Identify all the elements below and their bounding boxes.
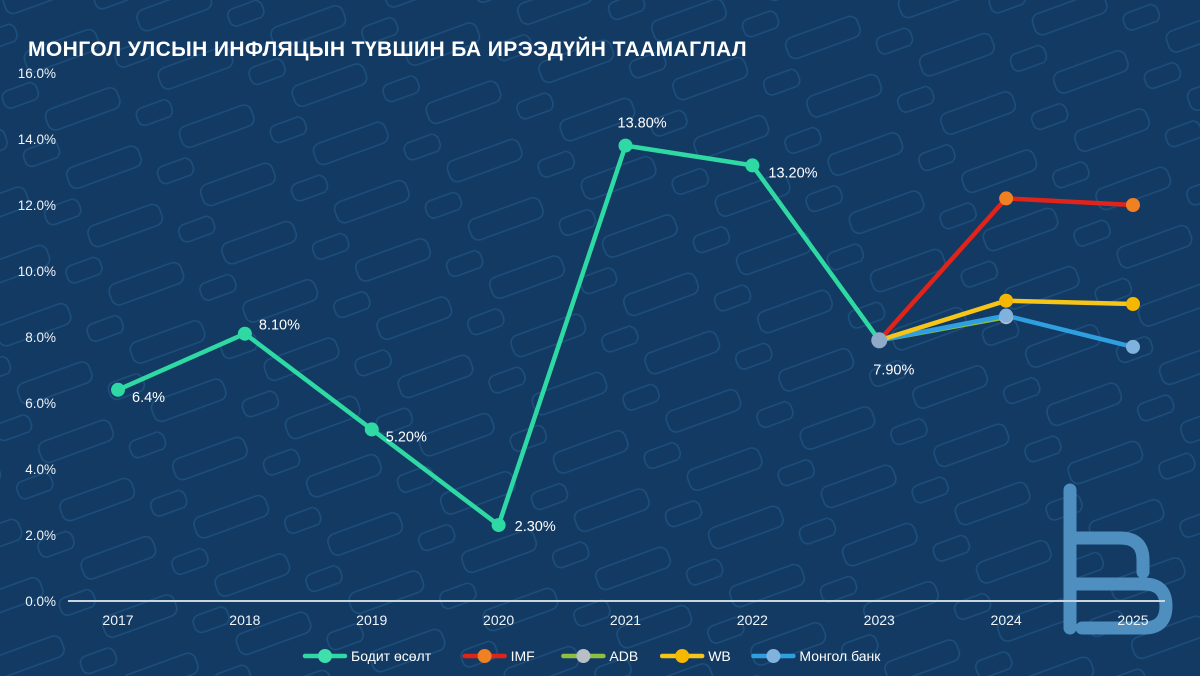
legend-dot-swatch [766, 649, 781, 663]
data-point-marker [999, 191, 1014, 206]
data-point-marker [999, 293, 1014, 308]
x-tick-label: 2025 [1117, 612, 1148, 628]
legend-item-label[interactable]: WB [708, 648, 731, 664]
legend-item-label[interactable]: IMF [511, 648, 535, 664]
data-point-label: 13.20% [768, 165, 817, 181]
shared-node-marker [871, 332, 888, 349]
y-axis-ticks: 0.0% 2.0% 4.0% 6.0% 8.0% 10.0% 12.0% 14.0% 16.0% [18, 66, 56, 609]
page-title: МОНГОЛ УЛСЫН ИНФЛЯЦЫН ТҮВШИН БА ИРЭЭДҮЙН… [28, 38, 747, 62]
legend-dot-swatch [675, 649, 690, 663]
y-tick-label: 10.0% [18, 264, 56, 279]
x-axis-ticks: 2017 2018 2019 2020 2021 2022 2023 2024 2025 [102, 612, 1148, 628]
data-point-marker [1126, 198, 1140, 212]
y-tick-label: 14.0% [18, 132, 56, 147]
chart-legend: Бодит өсөлт IMF ADB WB Монгол банк [302, 648, 881, 664]
data-point-label: 13.80% [618, 116, 667, 132]
data-point-label: 2.30% [515, 519, 556, 535]
y-tick-label: 6.0% [25, 396, 56, 411]
data-point-marker [1126, 339, 1140, 354]
y-tick-label: 0.0% [25, 594, 56, 609]
x-tick-label: 2024 [991, 612, 1022, 628]
data-point-marker [1126, 297, 1140, 311]
data-point-marker [745, 158, 760, 173]
legend-dot-swatch [318, 649, 332, 663]
legend-item-label[interactable]: ADB [609, 648, 638, 664]
y-tick-label: 4.0% [25, 462, 56, 477]
y-tick-label: 8.0% [25, 330, 56, 345]
x-tick-label: 2018 [229, 612, 260, 628]
x-tick-label: 2021 [610, 612, 641, 628]
data-point-marker [237, 326, 252, 341]
legend-item-label[interactable]: Монгол банк [799, 648, 881, 664]
data-point-label: 6.4% [132, 390, 165, 406]
data-point-label: 7.90% [873, 362, 914, 378]
data-point-marker [364, 422, 379, 437]
x-tick-label: 2022 [737, 612, 768, 628]
data-point-marker [999, 308, 1014, 323]
data-point-marker [491, 518, 506, 533]
x-tick-label: 2023 [864, 612, 895, 628]
data-point-marker [618, 138, 633, 153]
data-point-label: 5.20% [386, 429, 427, 445]
y-tick-label: 16.0% [18, 66, 56, 81]
x-tick-label: 2017 [102, 612, 133, 628]
series-line-бодит-өсөлт [115, 143, 882, 528]
x-tick-label: 2019 [356, 612, 387, 628]
data-point-label: 8.10% [259, 318, 300, 334]
legend-item-label[interactable]: Бодит өсөлт [351, 648, 432, 664]
legend-dot-swatch [576, 649, 591, 663]
x-tick-label: 2020 [483, 612, 514, 628]
legend-dot-swatch [477, 649, 492, 663]
data-point-marker [111, 382, 125, 397]
y-tick-label: 12.0% [18, 198, 56, 213]
y-tick-label: 2.0% [25, 528, 56, 543]
